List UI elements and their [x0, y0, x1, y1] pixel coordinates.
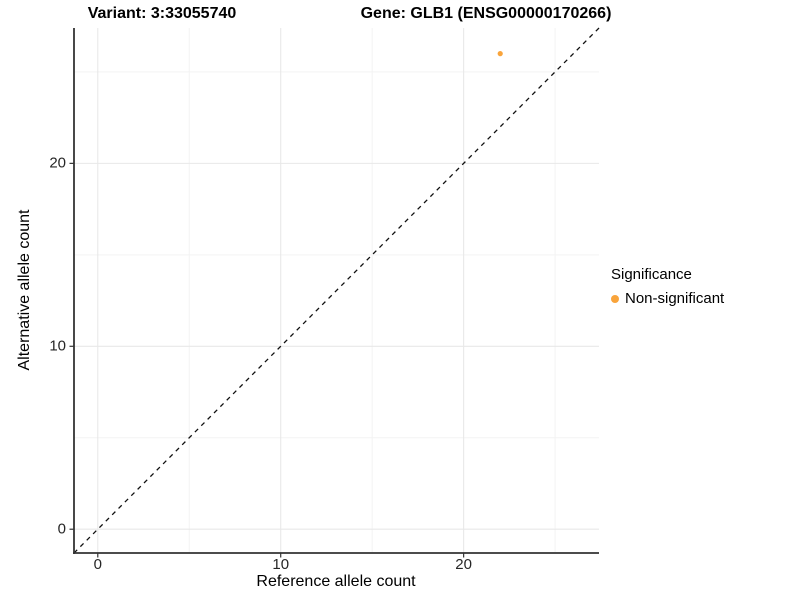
legend-title: Significance [611, 266, 692, 283]
legend-item-label: Non-significant [625, 290, 725, 307]
y-tick-label: 10 [49, 337, 66, 355]
plot-title-gene: Gene: GLB1 (ENSG00000170266) [360, 5, 612, 22]
identity-dashed-line [73, 27, 600, 554]
y-axis-title: Alternative allele count [16, 209, 33, 371]
legend-item: Non-significant [611, 290, 724, 307]
x-tick-label: 10 [272, 556, 290, 573]
plot-title-variant: Variant: 3:33055740 [87, 5, 237, 22]
x-tick-label: 20 [455, 556, 472, 573]
y-tick-label: 0 [57, 520, 66, 538]
data-point [497, 51, 503, 57]
legend-point-icon [611, 294, 619, 303]
x-axis-title: Reference allele count [256, 573, 416, 590]
x-tick-label: 0 [93, 556, 102, 573]
y-tick-label: 20 [49, 154, 66, 172]
legend: Significance Non-significant [611, 266, 724, 307]
